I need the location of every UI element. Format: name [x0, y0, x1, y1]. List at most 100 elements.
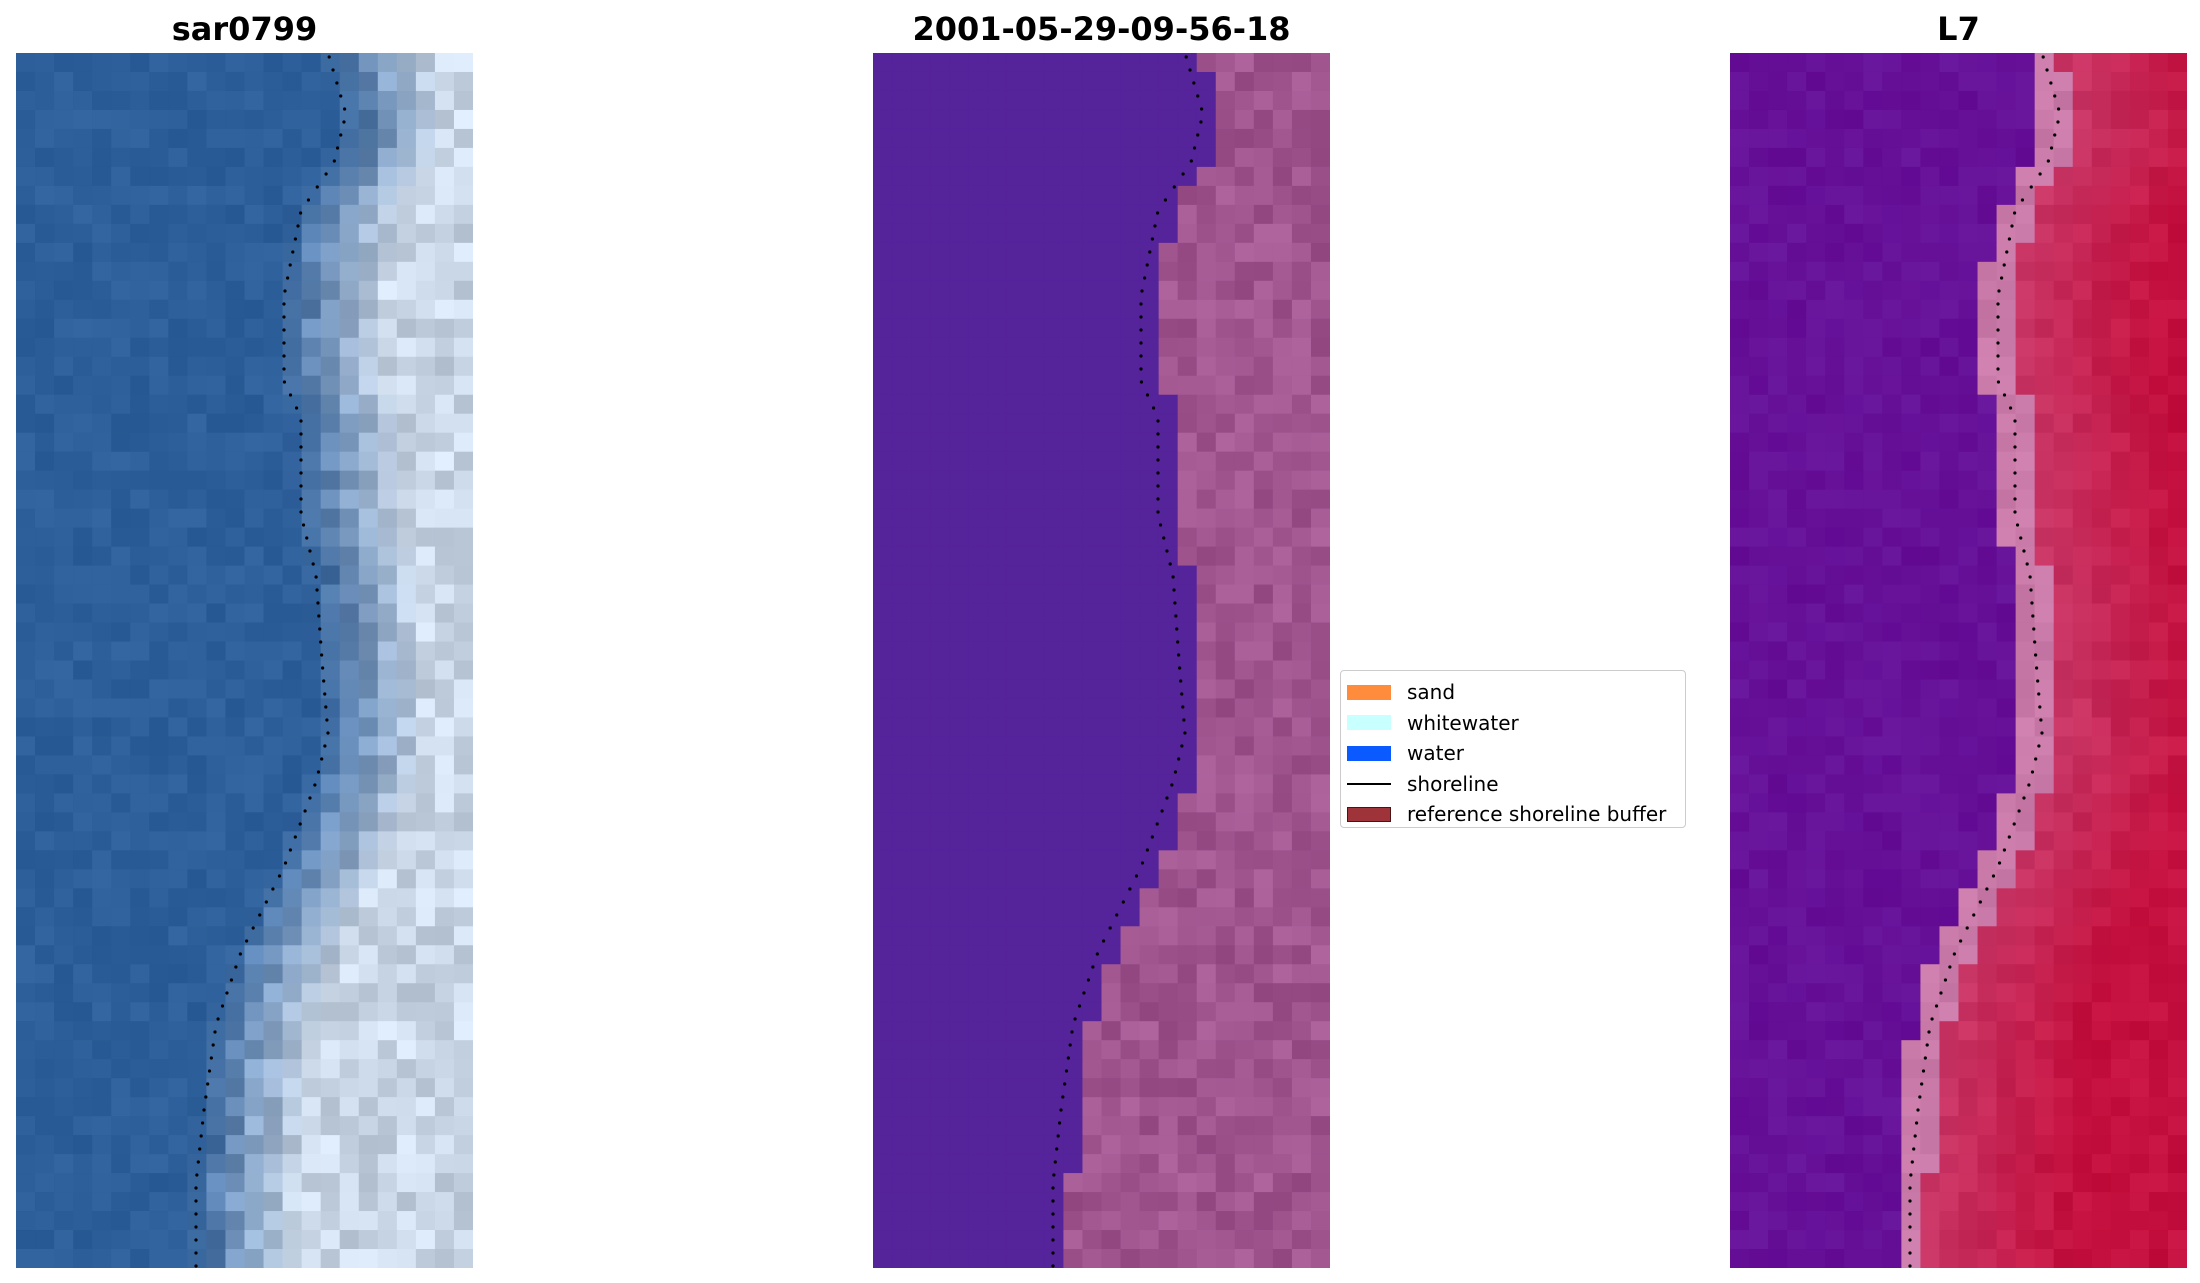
- image-pixel: [1196, 147, 1217, 168]
- image-pixel: [911, 964, 931, 984]
- image-pixel: [263, 1135, 284, 1155]
- image-pixel: [1825, 888, 1845, 908]
- image-pixel: [1120, 983, 1141, 1003]
- image-pixel: [1082, 280, 1103, 301]
- image-pixel: [35, 622, 55, 643]
- image-pixel: [1844, 1173, 1864, 1193]
- image-pixel: [244, 1192, 265, 1212]
- image-pixel: [987, 185, 1007, 206]
- image-pixel: [1310, 337, 1330, 358]
- image-pixel: [1215, 1097, 1236, 1117]
- image-pixel: [1253, 1116, 1274, 1136]
- image-pixel: [2091, 584, 2112, 605]
- image-pixel: [35, 736, 55, 757]
- image-pixel: [930, 166, 950, 187]
- image-pixel: [1977, 166, 1998, 187]
- image-pixel: [1825, 945, 1845, 965]
- image-pixel: [1768, 907, 1788, 927]
- image-pixel: [1958, 812, 1979, 832]
- image-pixel: [1844, 888, 1864, 908]
- image-pixel: [949, 90, 969, 111]
- shoreline-point: [1077, 1004, 1082, 1008]
- shoreline-point: [2013, 432, 2017, 436]
- image-pixel: [2015, 185, 2036, 206]
- image-pixel: [1901, 1002, 1922, 1022]
- shoreline-point: [258, 913, 262, 917]
- image-pixel: [1863, 1116, 1883, 1136]
- image-pixel: [1958, 451, 1979, 472]
- image-pixel: [1234, 508, 1255, 529]
- image-pixel: [1749, 166, 1769, 187]
- image-pixel: [1806, 831, 1826, 851]
- image-pixel: [301, 736, 322, 757]
- image-pixel: [1215, 964, 1236, 984]
- image-pixel: [1901, 736, 1922, 757]
- image-pixel: [1025, 128, 1045, 149]
- image-pixel: [1044, 128, 1065, 149]
- image-pixel: [892, 736, 912, 757]
- image-pixel: [1063, 432, 1084, 453]
- image-pixel: [244, 1116, 265, 1136]
- image-pixel: [1177, 470, 1198, 491]
- image-pixel: [263, 1173, 284, 1193]
- image-pixel: [1120, 413, 1141, 434]
- image-pixel: [1196, 53, 1217, 73]
- image-pixel: [1730, 888, 1750, 908]
- image-pixel: [1310, 451, 1330, 472]
- image-pixel: [225, 508, 246, 529]
- image-pixel: [1882, 470, 1902, 491]
- image-pixel: [911, 717, 931, 738]
- image-pixel: [434, 166, 455, 187]
- image-pixel: [1768, 489, 1788, 510]
- image-pixel: [130, 850, 150, 870]
- image-pixel: [1215, 1230, 1236, 1250]
- image-pixel: [873, 470, 893, 491]
- image-pixel: [111, 1154, 131, 1174]
- image-pixel: [1158, 451, 1179, 472]
- image-pixel: [1177, 736, 1198, 757]
- image-pixel: [1730, 413, 1750, 434]
- image-pixel: [911, 1211, 931, 1231]
- image-pixel: [1977, 394, 1998, 415]
- image-pixel: [1310, 793, 1330, 813]
- image-pixel: [1025, 261, 1045, 282]
- image-pixel: [16, 1059, 36, 1079]
- shoreline-point: [1985, 887, 1989, 891]
- image-pixel: [1977, 755, 1998, 775]
- image-pixel: [282, 888, 303, 908]
- image-pixel: [1291, 793, 1312, 813]
- image-pixel: [2167, 660, 2187, 681]
- image-pixel: [453, 185, 473, 206]
- image-pixel: [2034, 641, 2055, 662]
- image-pixel: [1063, 204, 1084, 225]
- image-pixel: [377, 1116, 398, 1136]
- image-pixel: [1253, 1211, 1274, 1231]
- image-pixel: [1977, 242, 1998, 263]
- image-pixel: [2167, 527, 2187, 548]
- image-pixel: [873, 1116, 893, 1136]
- image-pixel: [1291, 1078, 1312, 1098]
- image-pixel: [1749, 53, 1769, 73]
- image-pixel: [968, 451, 988, 472]
- image-pixel: [1958, 755, 1979, 775]
- image-pixel: [1063, 584, 1084, 605]
- image-pixel: [1025, 679, 1045, 700]
- image-pixel: [35, 527, 55, 548]
- image-pixel: [1044, 451, 1065, 472]
- image-pixel: [16, 793, 36, 813]
- image-pixel: [2110, 1173, 2131, 1193]
- image-pixel: [2053, 147, 2074, 168]
- image-pixel: [320, 546, 341, 567]
- shoreline-point: [299, 510, 303, 514]
- rgb-image: [16, 53, 473, 1268]
- image-pixel: [16, 850, 36, 870]
- image-pixel: [949, 356, 969, 377]
- image-pixel: [1120, 622, 1141, 643]
- image-pixel: [54, 546, 74, 567]
- image-pixel: [339, 1097, 360, 1117]
- image-pixel: [1177, 489, 1198, 510]
- image-pixel: [1177, 831, 1198, 851]
- image-pixel: [1139, 299, 1160, 320]
- image-pixel: [1234, 166, 1255, 187]
- image-pixel: [2072, 261, 2093, 282]
